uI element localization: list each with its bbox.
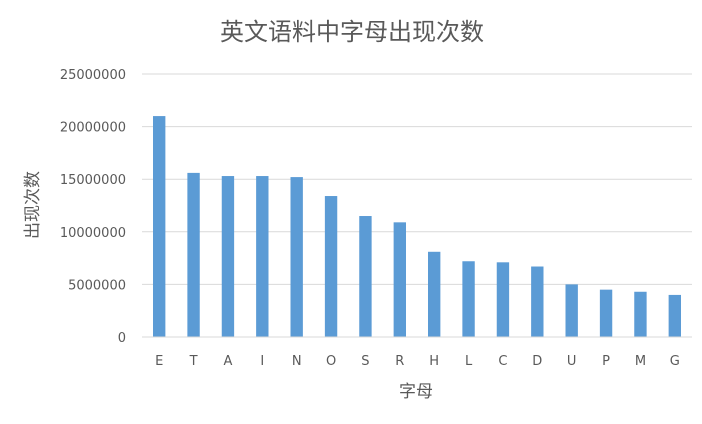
y-tick-label: 10000000 [60, 226, 126, 241]
x-tick-label: A [223, 354, 232, 369]
bar-C [496, 262, 510, 337]
bar-H [428, 251, 441, 337]
bar-T [187, 172, 200, 337]
x-tick-label: S [361, 354, 369, 369]
bar-S [359, 216, 372, 337]
bar-P [599, 289, 613, 337]
bar-N [290, 177, 303, 337]
bar-G [668, 294, 681, 337]
x-tick-label: E [155, 354, 163, 369]
bar-U [565, 284, 578, 337]
bar-I [256, 176, 269, 337]
bar-R [393, 222, 406, 337]
x-tick-label: L [465, 354, 473, 369]
bar-E [153, 116, 166, 337]
chart-title: 英文语料中字母出现次数 [220, 18, 484, 46]
y-tick-label: 25000000 [60, 68, 126, 83]
x-tick-label: R [395, 354, 404, 369]
x-tick-label: C [498, 354, 507, 369]
x-axis-title: 字母 [399, 382, 433, 402]
y-axis-ticks: 0 5000000 10000000 15000000 20000000 25000000 [60, 68, 126, 346]
x-tick-label: O [326, 354, 336, 369]
y-tick-label: 5000000 [68, 278, 126, 293]
x-tick-label: G [670, 354, 680, 369]
bars [153, 116, 681, 337]
bar-O [324, 196, 338, 337]
y-tick-label: 15000000 [60, 173, 126, 188]
x-tick-label: I [260, 354, 264, 369]
x-tick-label: P [602, 354, 610, 369]
x-tick-label: T [189, 354, 198, 369]
bar-D [531, 266, 544, 337]
bar-M [634, 291, 647, 337]
x-tick-label: H [429, 354, 439, 369]
x-tick-label: M [635, 354, 646, 369]
bar-L [462, 261, 475, 337]
x-tick-label: U [567, 354, 577, 369]
y-tick-label: 0 [118, 331, 126, 346]
y-tick-label: 20000000 [60, 121, 126, 136]
bar-A [221, 176, 235, 337]
x-tick-label: N [292, 354, 302, 369]
x-tick-label: D [532, 354, 542, 369]
y-axis-title: 出现次数 [23, 171, 43, 239]
